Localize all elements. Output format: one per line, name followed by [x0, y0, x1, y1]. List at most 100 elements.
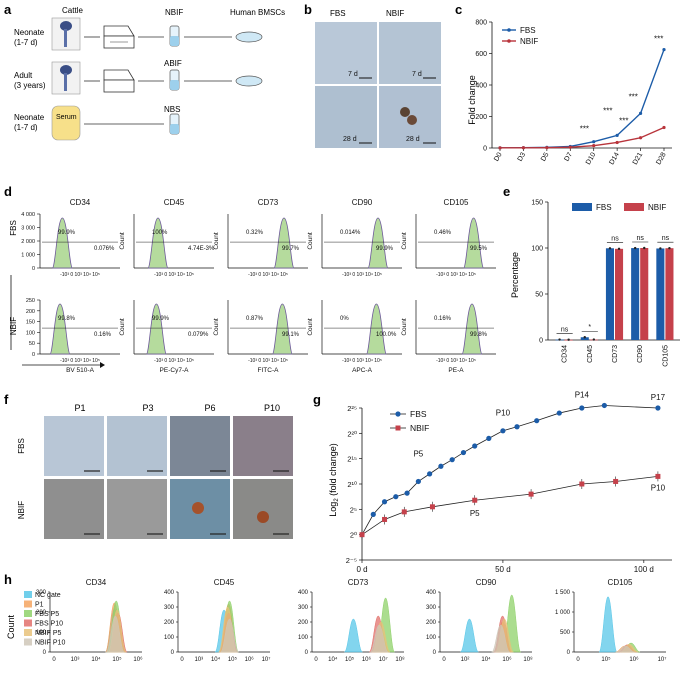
gate-percent: 99.9% [58, 230, 76, 236]
gate-percent: 0.32% [246, 230, 264, 236]
x-tick-label: D0 [493, 151, 504, 162]
x-tick-label: 10⁶ [502, 656, 512, 663]
significance-marker: *** [654, 35, 663, 44]
y-tick-label: 200 [475, 114, 487, 121]
dish-icon [235, 31, 263, 43]
histogram-peak [367, 217, 389, 269]
target-header: Human BMSCs [230, 8, 285, 17]
x-tick-label: 100 d [634, 565, 654, 574]
x-tick-labels: -10³ 0 10³ 10⁴ 10⁵ [154, 272, 194, 278]
y-tick-label: 0 [305, 650, 309, 656]
histogram-peak [147, 217, 169, 269]
significance-label: ns [662, 235, 670, 242]
data-point [472, 497, 478, 503]
y-tick-label: 3 000 [21, 226, 35, 232]
panel-c-chart: c Fold change 0 200 400 600 800 D0 D3 D5 D7 D10 D1… [455, 2, 672, 166]
x-tick-label: 10³ [194, 657, 203, 663]
data-point [662, 47, 666, 52]
time-label: 28 d [343, 136, 357, 143]
data-point [500, 428, 506, 434]
cattle-header: Cattle [62, 6, 83, 15]
extraction-device-icon [103, 69, 135, 93]
time-label: 7 d [348, 71, 358, 78]
x-tick-label: 10⁷ [262, 656, 271, 663]
x-tick-label: 0 [576, 657, 580, 663]
x-tick-label: D21 [632, 151, 645, 166]
data-point [601, 402, 607, 409]
y-axis-label: Log2 (fold change) [328, 443, 340, 516]
y-axis-title: Count [307, 318, 314, 336]
histogram-peak [52, 217, 73, 269]
gate-percent: 0.87% [246, 316, 264, 322]
extraction-device-icon [103, 25, 135, 49]
histogram-nc-gate [598, 596, 618, 653]
y-tick-label: 0 [539, 338, 543, 345]
passage-label: P3 [142, 403, 153, 413]
x-tick-label: D14 [608, 151, 621, 166]
x-tick-label: 10² [461, 657, 470, 663]
x-tick-label: 10⁴ [211, 656, 221, 663]
abif-label: ABIF [164, 59, 182, 68]
point-label: P5 [413, 449, 423, 458]
micrograph-fbs-p6 [170, 416, 230, 476]
legend-label: P1 [35, 602, 44, 609]
data-point [615, 140, 619, 145]
bar-fbs [631, 248, 640, 340]
x-axis-title: PE-A [448, 367, 464, 374]
gate-percent: 99.7% [282, 246, 300, 252]
y-tick-label: 0 [32, 266, 35, 272]
data-point [460, 449, 467, 456]
x-tick-label: 50 d [495, 565, 511, 574]
histogram-peak [463, 217, 484, 269]
histogram-nbif-p10 [220, 618, 239, 653]
x-tick-label: 10⁸ [523, 656, 533, 663]
data-point [534, 418, 540, 424]
x-tick-label: 10⁶ [362, 656, 372, 663]
y-tick-label: 200 [298, 620, 309, 626]
time-label: 28 d [406, 136, 420, 143]
data-point [662, 125, 666, 130]
legend-swatch [24, 619, 32, 627]
spheroid [257, 511, 269, 523]
gate-percent: 0.014% [340, 230, 361, 236]
gate-percent: 100% [152, 230, 168, 236]
y-tick-label: 1 500 [555, 590, 571, 596]
passage-label: P6 [204, 403, 215, 413]
y-tick-label: 2⁵ [350, 505, 357, 514]
x-axis-title: FITC-A [258, 367, 280, 374]
y-tick-label: 200 [26, 309, 35, 315]
row2-sublabel: (3 years) [14, 81, 46, 90]
histogram-nbif-p10 [491, 624, 510, 653]
cattle-icon [60, 65, 72, 91]
legend-label: NBIF [410, 423, 429, 433]
tube-icon [169, 113, 180, 135]
y-tick-label: 400 [164, 590, 175, 596]
data-point [659, 247, 662, 250]
x-tick-label: CD45 [587, 345, 594, 363]
gate-percent: 99.1% [282, 332, 300, 338]
time-label: 7 d [412, 71, 422, 78]
histogram-peak [273, 217, 295, 269]
x-tick-labels: -10³ 0 10³ 10⁴ 10⁵ [342, 272, 382, 278]
data-point [617, 247, 621, 251]
panel-label-e: e [503, 184, 510, 199]
panel-label-b: b [304, 2, 312, 17]
y-tick-label: 2²⁰ [347, 429, 357, 438]
nbs-label: NBS [164, 105, 180, 114]
row1-label: Neonate [14, 28, 45, 37]
y-tick-label: 4 000 [21, 212, 35, 218]
histogram-nc-gate [460, 618, 479, 653]
marker-title: CD45 [164, 198, 185, 207]
legend-label: FBS [520, 26, 536, 35]
data-point [655, 473, 661, 479]
serum-label: Serum [56, 114, 77, 121]
legend-swatch [24, 591, 32, 598]
data-point [545, 146, 549, 150]
point-label: P17 [651, 393, 666, 402]
series-line-fbs [361, 405, 658, 535]
y-tick-label: 800 [475, 20, 487, 27]
bar-nbif [615, 248, 624, 340]
data-point [613, 478, 619, 484]
row3-label: Neonate [14, 113, 45, 122]
